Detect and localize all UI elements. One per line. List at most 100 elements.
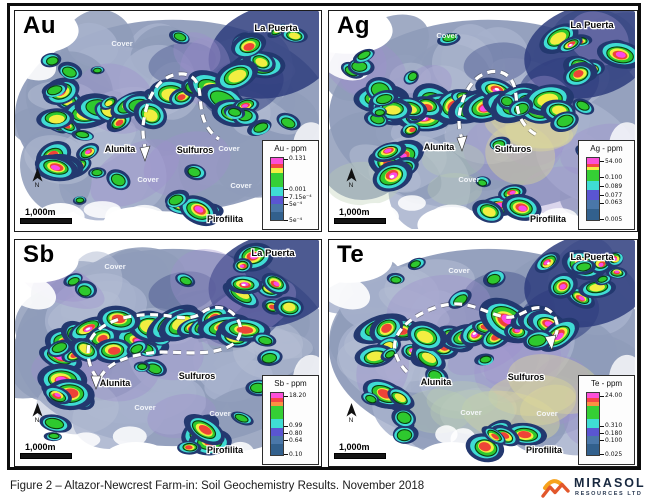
legend-value: 0.80 bbox=[289, 429, 303, 437]
map-label-cover: Cover bbox=[460, 408, 481, 417]
anomaly-layer bbox=[340, 23, 635, 223]
map-sb: La Puerta Cover Alunita Sulfuros Cover Cover P… bbox=[15, 240, 319, 464]
anomaly-layer bbox=[37, 242, 304, 456]
legend-value: 0.99 bbox=[289, 422, 303, 430]
map-label-sulfuros: Sulfuros bbox=[495, 144, 532, 154]
legend-value: 0.100 bbox=[605, 436, 623, 444]
legend-title: Sb - ppm bbox=[274, 379, 307, 388]
outline-arrow-icon bbox=[456, 135, 468, 152]
map-label-cover: Cover bbox=[111, 39, 132, 48]
legend-tick bbox=[284, 425, 288, 427]
legend-band bbox=[587, 393, 599, 398]
legend-band bbox=[587, 444, 599, 455]
map-label-pirofilita: Pirofilita bbox=[530, 214, 567, 224]
north-label: N bbox=[34, 417, 40, 424]
panel-te: La Puerta Cover Alunita Sulfuros Cover Cover P… bbox=[328, 239, 638, 467]
legend-value: 0.005 bbox=[605, 215, 623, 223]
map-label-la-puerta: La Puerta bbox=[570, 20, 614, 31]
outline-arrow-icon bbox=[544, 334, 557, 351]
legend-band bbox=[587, 170, 599, 181]
legend-tick bbox=[600, 161, 604, 163]
legend-ag: Ag - ppm 54.00 0.100 0.089 0.077 0.063 0.005 bbox=[578, 140, 635, 230]
outline-arrow-icon bbox=[90, 375, 102, 390]
north-arrow-icon bbox=[346, 403, 356, 417]
legend-band bbox=[587, 406, 599, 419]
legend-tick bbox=[600, 195, 604, 197]
legend-band bbox=[587, 428, 599, 436]
map-label-cover: Cover bbox=[230, 181, 251, 190]
figure-caption: Figure 2 – Altazor-Newcrest Farm-in: Soi… bbox=[10, 480, 425, 492]
map-label-cover: Cover bbox=[536, 409, 557, 418]
legend-band bbox=[271, 168, 283, 173]
legend-band bbox=[271, 173, 283, 187]
legend-tick bbox=[600, 425, 604, 427]
map-label-sulfuros: Sulfuros bbox=[179, 371, 216, 381]
north-arrow: N bbox=[342, 403, 360, 424]
map-label-pirofilita: Pirofilita bbox=[526, 445, 563, 455]
outline-arrow-icon bbox=[139, 145, 151, 162]
legend-tick bbox=[284, 189, 288, 190]
legend-band bbox=[271, 164, 283, 168]
legend-band bbox=[587, 164, 599, 167]
legend-colorbar bbox=[586, 157, 600, 221]
scale-bar: 1,000m bbox=[334, 442, 386, 459]
legend-value: 54.00 bbox=[605, 157, 623, 165]
legend-colorbar bbox=[586, 392, 600, 456]
map-labels: La Puerta Cover Alunita Sulfuros Cover Cover C… bbox=[104, 22, 300, 225]
panel-ag: La Puerta Cover Alunita Sulfuros Cover Pirofi… bbox=[328, 10, 638, 232]
logo-subtitle: RESOURCES LTD bbox=[575, 491, 643, 497]
legend-band bbox=[587, 419, 599, 428]
panel-title-te: Te bbox=[337, 241, 365, 268]
dashed-outline bbox=[392, 301, 560, 374]
legend-value: 0.025 bbox=[605, 450, 623, 458]
legend-value: 0.131 bbox=[289, 155, 307, 163]
legend-tick bbox=[284, 204, 288, 206]
scale-bar-rule bbox=[20, 218, 72, 224]
legend-band bbox=[271, 196, 283, 204]
map-label-alunita: Alunita bbox=[421, 377, 452, 387]
legend-title: Au - ppm bbox=[274, 144, 307, 153]
map-label-alunita: Alunita bbox=[105, 144, 136, 154]
map-labels: La Puerta Cover Alunita Sulfuros Cover Cover P… bbox=[420, 251, 616, 456]
scale-bar-rule bbox=[334, 218, 386, 224]
map-label-cover: Cover bbox=[448, 266, 469, 275]
legend-colorbar bbox=[270, 392, 284, 456]
legend-band bbox=[271, 212, 283, 220]
map-label-sulfuros: Sulfuros bbox=[177, 145, 214, 155]
legend-band bbox=[587, 209, 599, 220]
legend-value: 0.180 bbox=[605, 429, 623, 437]
map-au: La Puerta Cover Alunita Sulfuros Cover Cover C… bbox=[15, 11, 319, 229]
legend-band bbox=[587, 402, 599, 406]
legend-tick bbox=[284, 440, 288, 442]
legend-tick bbox=[600, 219, 604, 221]
legend-band bbox=[587, 190, 599, 200]
map-label-pirofilita: Pirofilita bbox=[207, 445, 244, 455]
map-labels: La Puerta Cover Alunita Sulfuros Cover Cover P… bbox=[99, 247, 297, 456]
north-arrow-icon bbox=[346, 168, 356, 182]
scale-label: 1,000m bbox=[339, 207, 370, 217]
legend-value: 0.063 bbox=[605, 199, 623, 207]
legend-band bbox=[271, 436, 283, 444]
legend-band bbox=[271, 398, 283, 402]
scale-bar-rule bbox=[334, 453, 386, 459]
anomaly-layer bbox=[353, 249, 628, 463]
north-label: N bbox=[34, 182, 40, 189]
map-label-alunita: Alunita bbox=[424, 142, 455, 152]
scale-label: 1,000m bbox=[25, 207, 56, 217]
legend-band bbox=[271, 402, 283, 406]
panel-sb: La Puerta Cover Alunita Sulfuros Cover Cover P… bbox=[14, 239, 322, 467]
scale-label: 1,000m bbox=[25, 442, 56, 452]
logo-name: MIRASOL bbox=[574, 476, 646, 490]
legend-band bbox=[271, 204, 283, 212]
legend-band bbox=[587, 167, 599, 170]
map-label-cover: Cover bbox=[134, 403, 155, 412]
scale-bar: 1,000m bbox=[20, 207, 72, 224]
legend-value: 0.089 bbox=[605, 182, 623, 190]
legend-value: 0.10 bbox=[289, 450, 303, 458]
north-arrow: N bbox=[342, 168, 360, 189]
legend-te: Te - ppm 24.00 0.310 0.180 0.100 0.025 bbox=[578, 375, 635, 465]
legend-title: Ag - ppm bbox=[590, 144, 623, 153]
map-label-la-puerta: La Puerta bbox=[251, 248, 295, 259]
legend-band bbox=[271, 187, 283, 196]
map-label-pirofilita: Pirofilita bbox=[207, 214, 244, 224]
